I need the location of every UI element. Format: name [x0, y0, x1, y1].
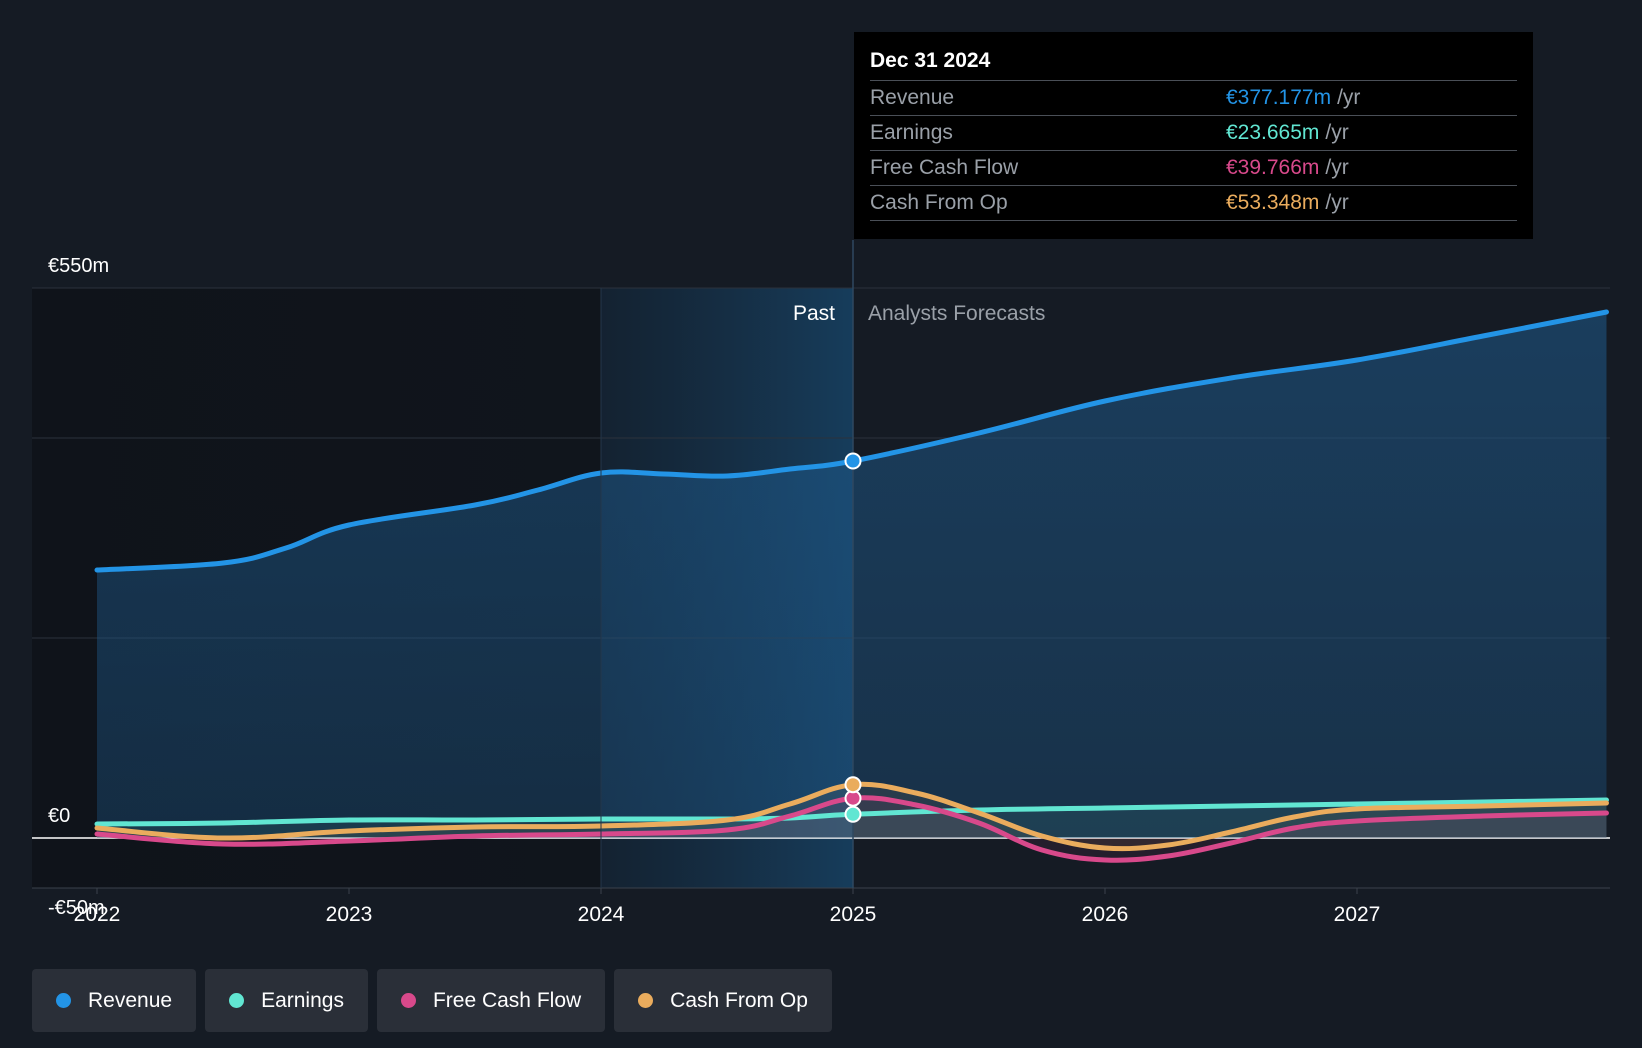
revenue-line: [94, 309, 1609, 573]
free-cash-flow-area: [97, 797, 1607, 861]
legend-item-cash-from-op[interactable]: Cash From Op: [614, 969, 832, 1032]
tooltip-row-free-cash-flow: Free Cash Flow €39.766m /yr: [870, 150, 1517, 185]
tooltip-row-earnings: Earnings €23.665m /yr: [870, 115, 1517, 150]
past-label: Past: [793, 302, 835, 325]
x-tick-label: 2024: [578, 903, 625, 926]
cash-from-op-marker: [844, 776, 862, 794]
tooltip-label: Revenue: [870, 86, 955, 109]
legend-item-earnings[interactable]: Earnings: [205, 969, 368, 1032]
legend-item-revenue[interactable]: Revenue: [32, 969, 197, 1032]
tooltip-value: €53.348m: [1226, 191, 1320, 214]
tooltip-value: €23.665m: [1226, 121, 1320, 144]
x-tick-label: 2022: [74, 903, 121, 926]
tooltip-label: Cash From Op: [870, 191, 1008, 214]
x-tick-label: 2023: [326, 903, 373, 926]
tooltip-value: €377.177m: [1226, 86, 1332, 109]
x-tick-label: 2026: [1082, 903, 1129, 926]
tooltip-label: Free Cash Flow: [870, 156, 1019, 179]
y-tick-label: €0: [48, 805, 70, 827]
legend: Revenue Earnings Free Cash Flow Cash Fro…: [32, 969, 832, 1032]
tooltip-unit: /yr: [1337, 86, 1361, 109]
legend-label: Earnings: [261, 988, 344, 1012]
earnings-dot-icon: [229, 993, 245, 1008]
free-cash-flow-line: [94, 795, 1609, 863]
cash-from-op-line: [94, 781, 1609, 852]
revenue-area: [97, 312, 1607, 838]
y-tick-label: €550m: [48, 255, 109, 277]
earnings-marker: [844, 805, 862, 823]
tooltip-row-cash-from-op: Cash From Op €53.348m /yr: [870, 185, 1517, 221]
tooltip-date: Dec 31 2024: [870, 49, 991, 72]
legend-label: Revenue: [88, 988, 173, 1012]
earnings-line: [94, 797, 1609, 827]
tooltip-unit: /yr: [1325, 121, 1349, 144]
revenue-marker: [844, 452, 862, 470]
x-tick-label: 2027: [1334, 903, 1381, 926]
free-cash-flow-dot-icon: [400, 993, 416, 1008]
forecast-label: Analysts Forecasts: [868, 302, 1045, 325]
revenue-dot-icon: [56, 993, 71, 1008]
legend-label: Free Cash Flow: [432, 988, 582, 1012]
tooltip-value: €39.766m: [1226, 156, 1320, 179]
tooltip-unit: /yr: [1325, 191, 1349, 214]
tooltip-label: Earnings: [870, 121, 953, 144]
tooltip-unit: /yr: [1325, 156, 1349, 179]
y-tick-label: -€50m: [48, 897, 105, 919]
x-tick-label: 2025: [830, 903, 877, 926]
legend-item-free-cash-flow[interactable]: Free Cash Flow: [376, 969, 606, 1032]
tooltip-row-revenue: Revenue €377.177m /yr: [870, 80, 1517, 115]
tooltip: Dec 31 2024 Revenue €377.177m /yr Earnin…: [854, 32, 1533, 239]
cash-from-op-dot-icon: [638, 993, 654, 1008]
legend-label: Cash From Op: [670, 988, 808, 1012]
